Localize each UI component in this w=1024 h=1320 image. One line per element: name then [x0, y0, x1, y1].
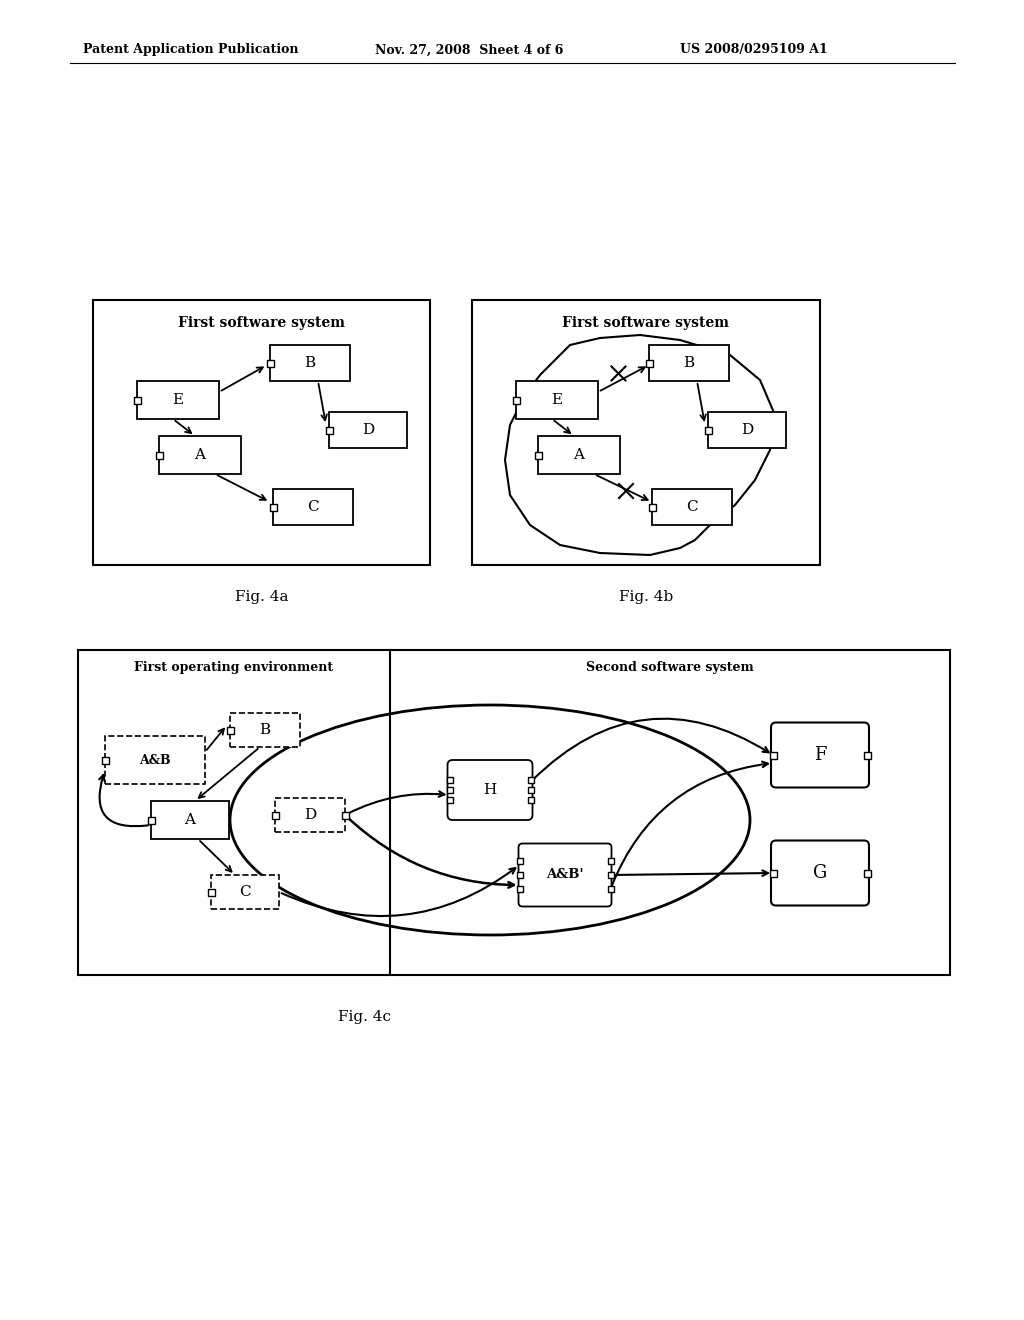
Text: E: E	[172, 393, 183, 407]
Bar	[516, 873, 522, 878]
FancyBboxPatch shape	[771, 841, 869, 906]
Bar	[607, 886, 613, 892]
Bar	[151, 801, 229, 840]
Bar	[101, 756, 109, 763]
Bar	[527, 777, 534, 783]
Bar	[326, 426, 333, 433]
Text: C: C	[686, 500, 697, 513]
Bar	[147, 817, 155, 824]
Text: B: B	[259, 723, 270, 737]
Text: Patent Application Publication: Patent Application Publication	[83, 44, 299, 57]
Bar	[527, 797, 534, 803]
Bar	[607, 873, 613, 878]
Text: A: A	[184, 813, 196, 828]
Bar	[516, 381, 598, 418]
Bar	[156, 451, 163, 458]
Bar	[446, 787, 453, 793]
Bar	[226, 726, 233, 734]
Bar	[208, 888, 214, 895]
Bar	[769, 870, 776, 876]
Bar	[516, 886, 522, 892]
Bar	[705, 426, 712, 433]
Bar	[538, 436, 620, 474]
Bar	[649, 345, 729, 381]
Text: Fig. 4b: Fig. 4b	[618, 590, 673, 605]
FancyBboxPatch shape	[771, 722, 869, 788]
Text: Fig. 4c: Fig. 4c	[338, 1010, 390, 1024]
Text: F: F	[814, 746, 826, 764]
Text: B: B	[683, 356, 694, 370]
FancyBboxPatch shape	[518, 843, 611, 907]
Bar	[708, 412, 786, 447]
Bar	[266, 359, 273, 367]
Bar	[133, 396, 140, 404]
Bar	[275, 799, 345, 832]
Bar	[271, 812, 279, 818]
Text: D: D	[361, 422, 374, 437]
Bar	[607, 858, 613, 865]
Text: A: A	[195, 447, 206, 462]
Bar	[93, 300, 430, 565]
Bar	[645, 359, 652, 367]
Bar	[512, 396, 519, 404]
Text: First operating environment: First operating environment	[134, 661, 334, 675]
Bar	[159, 436, 241, 474]
Bar	[105, 737, 205, 784]
Bar	[329, 412, 407, 447]
Text: D: D	[304, 808, 316, 822]
FancyBboxPatch shape	[447, 760, 532, 820]
Text: First software system: First software system	[178, 315, 345, 330]
Text: A: A	[573, 447, 585, 462]
Text: B: B	[304, 356, 315, 370]
Bar	[652, 488, 732, 525]
Text: C: C	[307, 500, 318, 513]
Bar	[446, 797, 453, 803]
Bar	[137, 381, 219, 418]
Bar	[446, 777, 453, 783]
Bar	[211, 875, 279, 909]
Bar	[516, 858, 522, 865]
Text: US 2008/0295109 A1: US 2008/0295109 A1	[680, 44, 827, 57]
Text: A&B': A&B'	[546, 869, 584, 882]
Text: C: C	[240, 884, 251, 899]
Bar	[78, 649, 950, 975]
Text: Nov. 27, 2008  Sheet 4 of 6: Nov. 27, 2008 Sheet 4 of 6	[375, 44, 563, 57]
Bar	[527, 787, 534, 793]
Text: G: G	[813, 865, 827, 882]
Text: Fig. 4a: Fig. 4a	[234, 590, 288, 605]
Text: First software system: First software system	[562, 315, 729, 330]
Bar	[273, 488, 353, 525]
Bar	[648, 503, 655, 511]
Text: Second software system: Second software system	[586, 661, 754, 675]
Bar	[230, 713, 300, 747]
Bar	[863, 870, 870, 876]
Bar	[270, 345, 350, 381]
Text: E: E	[552, 393, 562, 407]
Text: D: D	[741, 422, 753, 437]
Text: A&B: A&B	[139, 754, 171, 767]
Bar	[269, 503, 276, 511]
Bar	[863, 751, 870, 759]
Bar	[535, 451, 542, 458]
Bar	[769, 751, 776, 759]
Bar	[341, 812, 348, 818]
Bar	[472, 300, 820, 565]
Text: H: H	[483, 783, 497, 797]
